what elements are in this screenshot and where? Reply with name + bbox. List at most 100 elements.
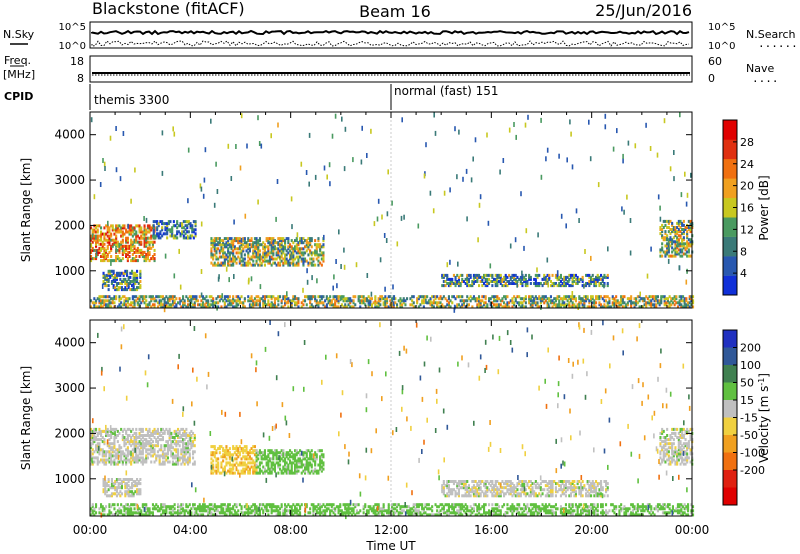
echo-cell: [120, 480, 123, 483]
echo-cell: [126, 446, 129, 450]
echo-cell: [536, 494, 539, 498]
echo-cell: [687, 254, 690, 258]
echo-cell: [389, 299, 392, 303]
echo-speckle: [570, 131, 572, 137]
echo-cell: [167, 220, 170, 224]
echo-cell: [322, 463, 325, 467]
echo-cell: [501, 486, 504, 490]
echo-cell: [494, 273, 497, 277]
echo-cell: [146, 250, 149, 254]
echo-cell: [175, 448, 178, 452]
echo-cell: [494, 284, 497, 288]
echo-cell: [108, 295, 111, 299]
echo-cell: [681, 244, 684, 248]
echo-cell: [310, 465, 313, 469]
echo-cell: [569, 486, 572, 490]
echo-cell: [409, 297, 412, 301]
echo-cell: [422, 299, 425, 303]
echo-cell: [267, 453, 270, 457]
echo-cell: [429, 301, 432, 305]
echo-cell: [571, 490, 574, 494]
echo-cell: [145, 440, 148, 444]
echo-cell: [202, 301, 205, 305]
echo-cell: [516, 492, 519, 496]
echo-cell: [631, 301, 634, 305]
echo-cell: [451, 280, 454, 283]
echo-cell: [91, 240, 94, 244]
echo-cell: [683, 301, 686, 305]
echo-cell: [110, 255, 113, 258]
echo-cell: [208, 305, 211, 309]
echo-cell: [143, 257, 146, 261]
echo-cell: [309, 461, 312, 465]
echo-cell: [593, 303, 596, 307]
echo-cell: [152, 236, 155, 240]
echo-cell: [581, 275, 584, 279]
echo-cell: [332, 295, 335, 299]
echo-cell: [626, 303, 629, 307]
echo-cell: [471, 282, 474, 285]
echo-cell: [148, 452, 151, 456]
echo-cell: [564, 284, 567, 288]
echo-cell: [114, 277, 117, 281]
echo-cell: [268, 261, 271, 265]
echo-cell: [666, 238, 669, 242]
echo-cell: [481, 277, 484, 281]
echo-cell: [171, 456, 174, 460]
echo-cell: [255, 463, 258, 467]
echo-cell: [551, 490, 554, 494]
echo-cell: [119, 490, 122, 494]
echo-cell: [90, 305, 93, 309]
echo-cell: [91, 436, 94, 439]
echo-cell: [170, 436, 173, 439]
echo-cell: [474, 480, 477, 483]
echo-cell: [146, 255, 149, 258]
echo-speckle: [523, 245, 525, 251]
echo-cell: [162, 232, 165, 236]
echo-cell: [299, 449, 302, 453]
echo-cell: [237, 241, 240, 245]
echo-cell: [590, 494, 593, 498]
echo-cell: [161, 303, 164, 307]
echo-cell: [115, 448, 118, 452]
echo-speckle: [650, 246, 652, 252]
echo-cell: [91, 301, 94, 305]
echo-cell: [467, 494, 470, 498]
echo-cell: [252, 251, 255, 255]
echo-cell: [194, 234, 197, 238]
echo-cell: [499, 494, 502, 498]
echo-cell: [322, 303, 325, 307]
echo-cell: [304, 259, 307, 263]
echo-cell: [432, 301, 435, 305]
echo-cell: [96, 444, 99, 448]
echo-cell: [96, 230, 99, 234]
echo-cell: [546, 273, 549, 277]
echo-cell: [337, 299, 340, 303]
echo-cell: [98, 460, 101, 464]
echo-cell: [135, 454, 138, 458]
echo-cell: [130, 301, 133, 305]
echo-cell: [534, 486, 537, 490]
echo-cell: [662, 444, 665, 448]
echo-cell: [227, 237, 230, 241]
echo-cell: [225, 245, 228, 249]
echo-cell: [307, 245, 310, 249]
echo-cell: [235, 251, 238, 255]
echo-cell: [179, 224, 182, 228]
echo-speckle: [629, 250, 632, 256]
echo-speckle: [679, 112, 681, 118]
echo-cell: [130, 444, 133, 448]
echo-cell: [245, 455, 248, 459]
echo-cell: [449, 480, 452, 483]
echo-cell: [332, 297, 335, 301]
echo-cell: [108, 438, 111, 442]
echo-cell: [200, 299, 203, 303]
echo-cell: [175, 303, 178, 307]
echo-cell: [554, 282, 557, 285]
echo-cell: [648, 299, 651, 303]
echo-cell: [252, 469, 255, 473]
echo-cell: [464, 480, 467, 483]
echo-cell: [156, 427, 159, 431]
echo-cell: [91, 246, 94, 250]
echo-cell: [558, 301, 561, 305]
